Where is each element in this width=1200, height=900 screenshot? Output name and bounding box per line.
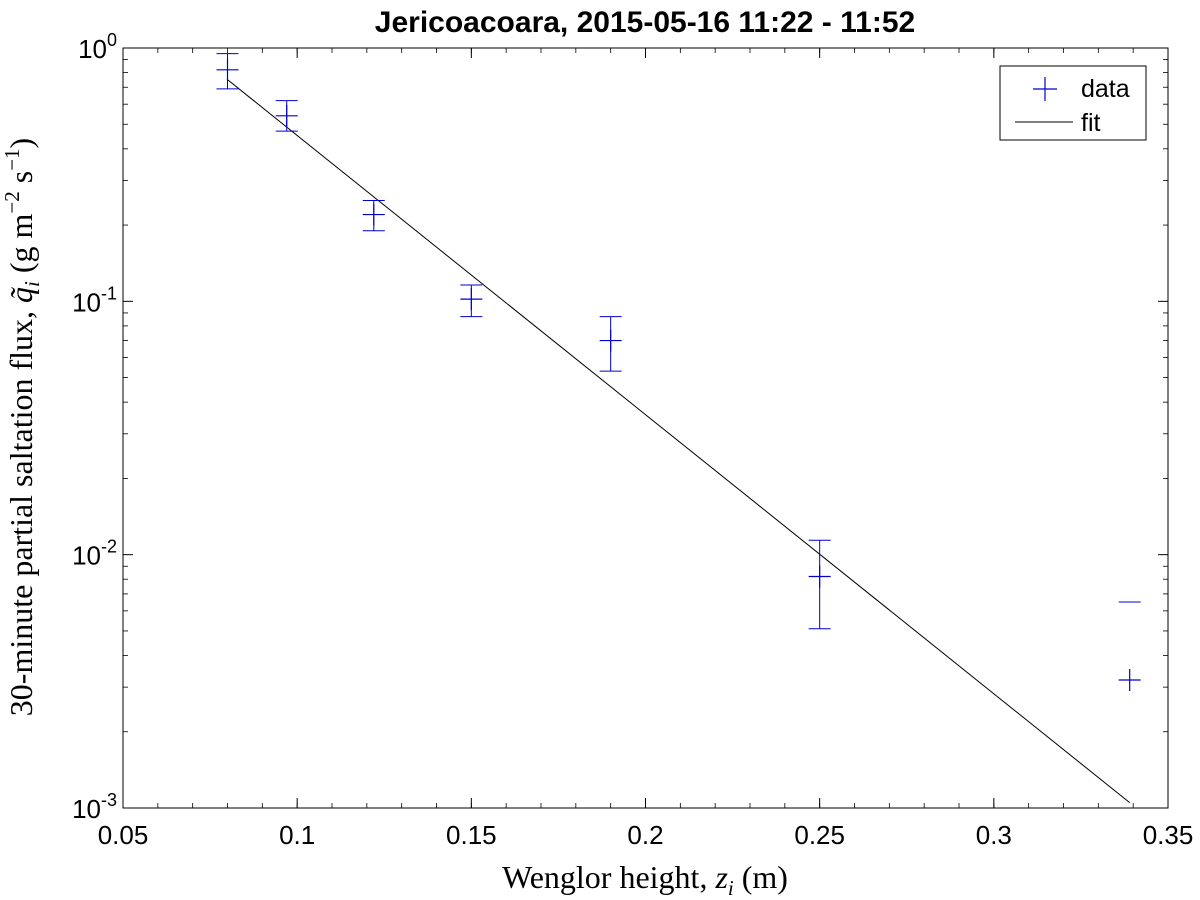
x-tick-label: 0.1 xyxy=(279,820,315,850)
legend-label-data: data xyxy=(1081,75,1130,103)
data-point xyxy=(275,100,298,132)
data-series xyxy=(216,53,1141,692)
x-tick-label: 0.25 xyxy=(794,820,845,850)
y-tick-label: 10-1 xyxy=(72,283,117,317)
x-tick-label: 0.15 xyxy=(446,820,497,850)
data-point xyxy=(808,539,831,630)
plot-frame xyxy=(122,47,1169,809)
y-tick-label: 10-2 xyxy=(72,537,117,571)
data-point xyxy=(362,200,385,232)
x-tick-label: 0.2 xyxy=(627,820,663,850)
fit-series xyxy=(227,79,1130,804)
y-tick-label: 100 xyxy=(78,30,117,64)
x-tick-label: 0.3 xyxy=(976,820,1012,850)
legend-marker-data xyxy=(1033,77,1057,101)
data-point xyxy=(460,284,483,318)
x-axis-label: Wenglor height, zi (m) xyxy=(502,859,788,900)
y-axis-label: 30-minute partial saltation flux, q̃i (g… xyxy=(0,138,44,716)
legend: data fit xyxy=(999,65,1147,141)
fit-line xyxy=(227,79,1130,804)
axes xyxy=(122,47,1169,809)
data-point xyxy=(1118,601,1141,692)
axis-ticks: 0.05 0.1 0.15 0.2 0.25 0.3 0.35 100 10-1 10-2 10-3 xyxy=(72,30,1193,850)
chart-title: Jericoacoara, 2015-05-16 11:22 - 11:52 xyxy=(375,6,915,39)
data-point xyxy=(216,53,239,90)
data-point xyxy=(599,316,622,372)
x-tick-label: 0.35 xyxy=(1143,820,1194,850)
legend-label-fit: fit xyxy=(1081,109,1101,137)
x-tick-label: 0.05 xyxy=(98,820,149,850)
y-tick-label: 10-3 xyxy=(72,790,117,824)
legend-box xyxy=(999,65,1147,141)
